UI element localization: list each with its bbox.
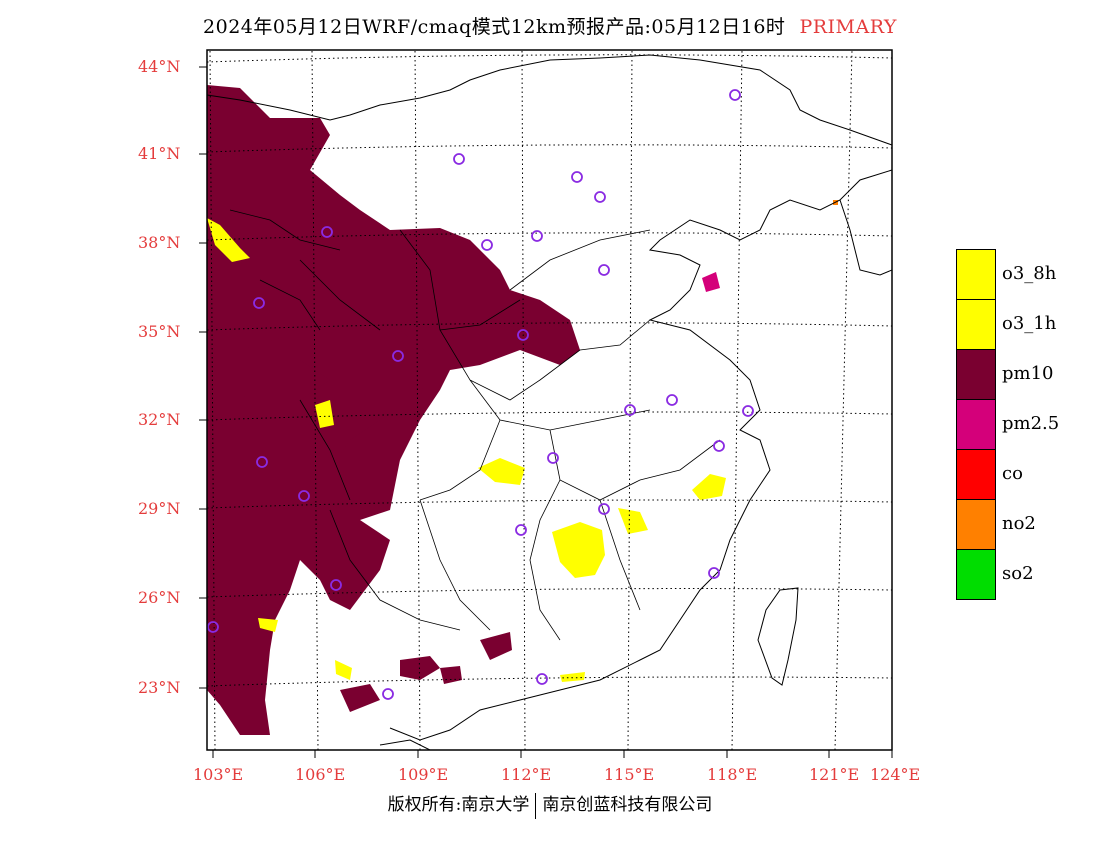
pm10-region-west xyxy=(207,320,430,580)
lat-label-38n: 38°N xyxy=(138,233,181,252)
o3-patch-4 xyxy=(207,218,250,262)
o3-patch-3 xyxy=(692,474,726,500)
stations xyxy=(207,89,754,700)
lon-label-106e: 106°E xyxy=(295,765,346,784)
o3-patch-8 xyxy=(258,618,278,632)
o3-patch-6 xyxy=(335,660,352,680)
legend-label: o3_8h xyxy=(1002,263,1057,284)
copyright-footer: 版权所有:南京大学 南京创蓝科技有限公司 xyxy=(0,790,1100,819)
copyright-right: 南京创蓝科技有限公司 xyxy=(542,795,713,815)
legend-label: no2 xyxy=(1002,513,1036,534)
lat-label-23n: 23°N xyxy=(138,678,181,697)
legend-label: so2 xyxy=(1002,563,1034,584)
legend-label: pm2.5 xyxy=(1002,413,1060,434)
north-border xyxy=(207,54,892,146)
lat-label-44n: 44°N xyxy=(138,57,181,76)
map-frame xyxy=(206,49,893,751)
lat-label-41n: 41°N xyxy=(138,144,181,163)
legend-swatch xyxy=(956,549,996,600)
hainan-outline xyxy=(379,739,431,750)
legend-label: co xyxy=(1002,463,1023,484)
pm10-patch-2 xyxy=(440,666,462,684)
lon-label-124e: 124°E xyxy=(870,765,921,784)
legend-swatch xyxy=(956,499,996,550)
primary-tag: PRIMARY xyxy=(799,16,897,38)
o3-patch-jiangxi xyxy=(552,522,605,578)
province-lines xyxy=(229,209,721,641)
legend-swatch xyxy=(956,449,996,500)
legend-swatch xyxy=(956,399,996,450)
legend-label: o3_1h xyxy=(1002,313,1057,334)
o3-patch-7 xyxy=(560,672,585,682)
map-title: 2024年05月12日WRF/cmaq模式12km预报产品:05月12日16时 P… xyxy=(0,12,1100,39)
lon-label-121e: 121°E xyxy=(809,765,860,784)
legend-swatch xyxy=(956,299,996,350)
legend-swatch xyxy=(956,349,996,400)
lon-label-118e: 118°E xyxy=(707,765,758,784)
lat-label-32n: 32°N xyxy=(138,410,181,429)
tick-marks xyxy=(199,66,893,758)
legend-label: pm10 xyxy=(1002,363,1054,384)
lon-label-103e: 103°E xyxy=(193,765,244,784)
lat-label-26n: 26°N xyxy=(138,588,181,607)
copyright-left: 版权所有:南京大学 xyxy=(387,795,530,815)
taiwan-outline xyxy=(757,587,799,686)
pm10-patch-4 xyxy=(340,684,380,712)
pm25-patch-shandong xyxy=(702,272,720,292)
lon-label-109e: 109°E xyxy=(398,765,449,784)
lat-label-35n: 35°N xyxy=(138,322,181,341)
korea-outline xyxy=(839,199,892,276)
pm10-patch-1 xyxy=(400,656,440,680)
o3-patch-2 xyxy=(478,458,525,485)
lon-label-112e: 112°E xyxy=(501,765,552,784)
title-text: 2024年05月12日WRF/cmaq模式12km预报产品:05月12日16时 xyxy=(203,16,786,38)
lon-label-115e: 115°E xyxy=(604,765,655,784)
map-content xyxy=(207,50,892,750)
o3-patch-1 xyxy=(618,508,648,534)
footer-separator xyxy=(535,792,537,819)
o3-patch-5 xyxy=(315,400,334,428)
legend-swatch xyxy=(956,249,996,300)
pm10-patch-3 xyxy=(480,632,512,660)
boundaries xyxy=(207,54,892,750)
lat-label-29n: 29°N xyxy=(138,499,181,518)
coastline xyxy=(389,169,892,741)
